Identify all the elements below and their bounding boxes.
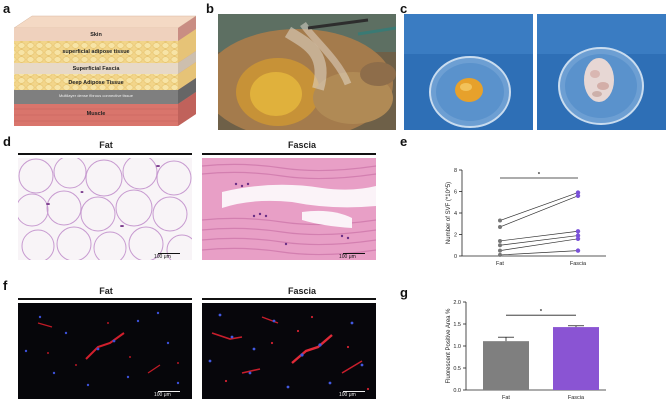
y-tick-label: 0.0 (453, 388, 461, 394)
fascia-point (575, 193, 581, 198)
layer-label-dense-fibrous: Multilayer dense fibrous connective tiss… (58, 93, 134, 98)
fat-point (498, 243, 502, 248)
fat-point (498, 218, 502, 223)
panel-label-d: d (3, 134, 11, 149)
layer-label-muscle: Muscle (86, 111, 106, 117)
histology-fascia-underline (202, 153, 376, 155)
layer-label-deep-adipose: Deep Adipose Tissue (68, 80, 124, 86)
panel-label-a: a (3, 1, 11, 16)
fluorescence-fat-scalebar (158, 391, 180, 393)
y-axis-label: Fluorescent Positive Area % (446, 308, 452, 384)
panel-label-b: b (206, 1, 214, 16)
tissue-layer-diagram (8, 14, 204, 130)
fluorescence-fat-underline (18, 298, 192, 300)
bar-fat (483, 341, 529, 390)
fluorescence-fascia-underline (202, 298, 376, 300)
y-axis-label: Number of SVF (*10^5) (446, 182, 452, 244)
panel-label-g: g (400, 285, 408, 300)
fluorescence-title-fat: Fat (99, 286, 113, 296)
layer-label-skin: Skin (90, 32, 102, 38)
superficial-fascia-layer (14, 63, 178, 74)
histology-title-fascia: Fascia (287, 140, 317, 150)
fat-point (498, 238, 502, 243)
histology-fat-underline (18, 153, 192, 155)
fascia-point (575, 233, 581, 238)
y-tick-label: 2 (454, 233, 457, 239)
fluorescence-fat-scale-text: 100 μm (154, 392, 171, 398)
histology-fat-scale-text: 100 μm (154, 254, 171, 260)
fascia-point (575, 248, 581, 253)
pair-line (499, 235, 579, 246)
histology-fascia-scalebar (343, 253, 365, 255)
histology-title-fat: Fat (99, 140, 113, 150)
y-tick-label: 1.0 (453, 344, 461, 350)
y-tick-label: 0.5 (453, 366, 461, 372)
petri-dish-photo-fat (404, 14, 533, 130)
fluorescence-title-fascia: Fascia (287, 286, 317, 296)
y-tick-label: 6 (454, 190, 457, 196)
panel-label-c: c (400, 1, 408, 16)
layer-label-superficial-fascia: Superficial Fascia (72, 66, 120, 72)
fascia-point (575, 190, 581, 195)
x-tick-label: Fat (496, 261, 504, 267)
panel-label-f: f (3, 278, 8, 293)
y-tick-label: 8 (454, 168, 457, 174)
y-tick-label: 0 (454, 254, 457, 260)
pair-line (499, 238, 579, 251)
bar-fascia (553, 327, 599, 390)
fascia-point (575, 229, 581, 234)
y-tick-label: 1.5 (453, 322, 461, 328)
y-tick-label: 2.0 (453, 300, 461, 306)
deep-adipose-layer (14, 74, 178, 90)
fluorescence-bar-chart: 0.0 0.5 1.0 1.5 2.0 Fat Fascia Fluorescent Posi… (410, 294, 610, 402)
significance-star: * (540, 309, 543, 315)
pair-line (499, 250, 579, 256)
histology-image-fascia (202, 158, 376, 260)
dense-fibrous-layer (14, 90, 178, 104)
fluorescence-image-fat (18, 303, 192, 399)
significance-star: * (538, 172, 541, 178)
skin-top-face (13, 15, 197, 29)
histology-image-fat (18, 158, 192, 260)
panel-label-e: e (400, 134, 408, 149)
fluorescence-fascia-scalebar (343, 391, 365, 393)
fascia-point (575, 236, 581, 241)
fat-point (498, 224, 502, 229)
svf-paired-chart: 0 2 4 6 8 Fat Fascia Number of SVF (*10^5) * (410, 158, 610, 276)
histology-fat-scalebar (158, 253, 180, 255)
pair-line (499, 195, 579, 228)
fat-point (498, 252, 502, 257)
pair-line (499, 192, 579, 221)
histology-fascia-scale-text: 100 μm (339, 254, 356, 260)
y-tick-label: 4 (454, 211, 457, 217)
fat-point (498, 248, 502, 253)
petri-dish-photo-fascia (537, 14, 666, 130)
fluorescence-fascia-scale-text: 100 μm (339, 392, 356, 398)
x-tick-label: Fascia (570, 261, 587, 267)
skin-layer (14, 28, 178, 41)
x-tick-label: Fat (502, 395, 510, 401)
x-tick-label: Fascia (568, 395, 585, 401)
pair-line (499, 230, 579, 242)
fluorescence-image-fascia (202, 303, 376, 399)
superficial-adipose-layer (14, 41, 178, 63)
surgical-photo (218, 14, 396, 130)
layer-label-superficial-adipose: superficial adipose tissue (62, 49, 130, 55)
